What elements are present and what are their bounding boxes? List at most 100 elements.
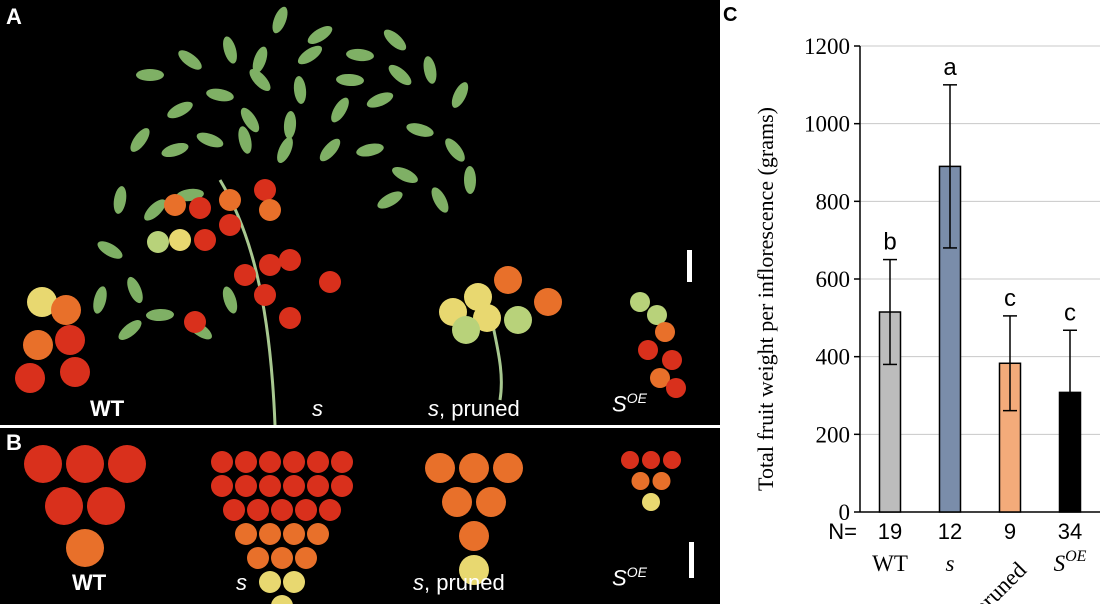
- tomato: [189, 197, 211, 219]
- tomato: [55, 325, 85, 355]
- leaf: [144, 199, 166, 221]
- tomato: [45, 487, 83, 525]
- tomato: [459, 555, 489, 585]
- tomato: [442, 487, 472, 517]
- category-label-sup: OE: [1065, 548, 1087, 565]
- tomato: [283, 523, 305, 545]
- panel-b-label: B: [6, 430, 22, 455]
- y-tick-label: 800: [816, 189, 851, 214]
- tomato: [642, 451, 660, 469]
- label-soe: SOE: [612, 390, 647, 417]
- tomato: [234, 264, 256, 286]
- panel-divider: [0, 425, 720, 428]
- tomato: [169, 229, 191, 251]
- label-soe-sup: OE: [626, 390, 647, 406]
- tomato: [194, 229, 216, 251]
- tomato: [279, 249, 301, 271]
- label-s-pruned: s, pruned: [428, 396, 520, 422]
- leaf: [463, 166, 477, 194]
- label-b-s-pruned-rest: , pruned: [424, 570, 505, 595]
- tomato: [331, 451, 353, 473]
- tomato: [494, 266, 522, 294]
- tomato: [211, 451, 233, 473]
- tomato: [271, 595, 293, 604]
- tomato: [663, 451, 681, 469]
- leaf: [406, 123, 434, 137]
- leaf: [331, 97, 349, 123]
- tomato: [666, 378, 686, 398]
- leaf: [383, 29, 407, 51]
- leaf: [118, 320, 142, 340]
- label-b-soe-base: S: [612, 565, 627, 591]
- tomato: [283, 475, 305, 497]
- n-count: 9: [1004, 519, 1016, 544]
- scale-bar-a: [687, 250, 692, 282]
- label-wt: WT: [90, 396, 125, 421]
- leaf: [388, 64, 412, 86]
- tomato: [51, 295, 81, 325]
- leaf: [178, 50, 202, 70]
- fruit-photo: [24, 445, 681, 604]
- tomato: [23, 330, 53, 360]
- tomato: [307, 451, 329, 473]
- category-label: pruned: [968, 557, 1031, 604]
- label-b-soe-sup: OE: [626, 564, 647, 580]
- leaf: [319, 138, 341, 162]
- tomato: [295, 547, 317, 569]
- tomato: [259, 254, 281, 276]
- panel-a-photo: A WT s s, pruned SOE: [0, 0, 720, 425]
- plant-photo: [15, 6, 686, 425]
- tomato: [147, 231, 169, 253]
- tomato: [235, 523, 257, 545]
- tomato: [630, 292, 650, 312]
- tomato: [476, 487, 506, 517]
- tomato: [87, 487, 125, 525]
- y-tick-label: 400: [816, 345, 851, 370]
- tomato: [108, 445, 146, 483]
- tomato: [647, 305, 667, 325]
- tomato: [652, 472, 671, 490]
- category-label: s: [946, 551, 955, 576]
- tomato: [60, 357, 90, 387]
- tomato: [219, 189, 241, 211]
- leaf: [392, 166, 418, 184]
- leaf: [307, 26, 333, 44]
- tomato: [24, 445, 62, 483]
- tomato: [534, 288, 562, 316]
- label-s: s: [312, 396, 323, 421]
- tomato: [254, 284, 276, 306]
- tomato: [452, 316, 480, 344]
- y-tick-label: 1200: [804, 34, 850, 59]
- tomato: [235, 475, 257, 497]
- tomato: [271, 499, 293, 521]
- tomato: [319, 271, 341, 293]
- leaf: [252, 46, 268, 74]
- tomato: [642, 493, 660, 511]
- label-b-s-pruned: s, pruned: [413, 570, 505, 596]
- leaf: [293, 76, 307, 104]
- tomato: [235, 451, 257, 473]
- leaf: [277, 136, 293, 164]
- panel-a-label: A: [6, 4, 22, 29]
- tomato: [638, 340, 658, 360]
- tomato: [295, 499, 317, 521]
- panel-c-label: C: [723, 4, 738, 26]
- leaf: [146, 308, 174, 322]
- y-tick-label: 200: [816, 422, 851, 447]
- tomato: [27, 287, 57, 317]
- label-b-soe: SOE: [612, 564, 647, 591]
- tomato: [283, 571, 305, 593]
- tomato: [259, 475, 281, 497]
- leaf: [136, 69, 164, 81]
- leaf: [356, 143, 384, 157]
- tomato: [66, 445, 104, 483]
- label-b-s-pruned-s: s: [413, 570, 424, 595]
- panel-b-photo: B WT s s, pruned SOE: [0, 428, 720, 604]
- leaf: [272, 6, 288, 34]
- leaf: [336, 73, 364, 87]
- tomato: [459, 453, 489, 483]
- tomato: [650, 368, 670, 388]
- significance-letter: c: [1004, 285, 1016, 312]
- tomato: [283, 451, 305, 473]
- leaf: [377, 191, 403, 209]
